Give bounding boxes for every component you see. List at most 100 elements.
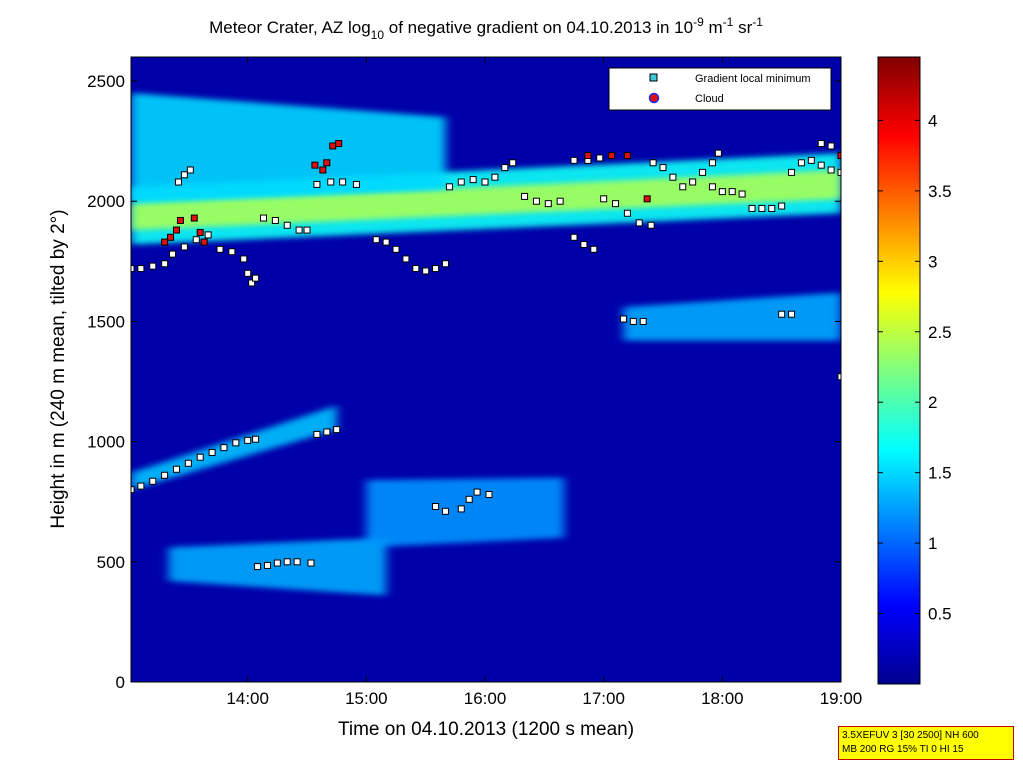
- gradient-min-marker: [748, 204, 756, 212]
- gradient-min-marker: [273, 559, 281, 567]
- gradient-min-marker: [827, 166, 835, 174]
- gradient-min-marker: [216, 245, 224, 253]
- title-subscript: 10: [371, 28, 385, 42]
- gradient-min-marker: [612, 200, 620, 208]
- gradient-min-marker: [432, 265, 440, 273]
- y-axis-label: Height in m (240 m mean, tilted by 2°): [48, 209, 69, 528]
- x-tick-label: 14:00: [226, 689, 269, 708]
- gradient-min-marker: [556, 197, 564, 205]
- gradient-min-marker: [699, 168, 707, 176]
- y-tick-label: 1000: [87, 433, 125, 452]
- gradient-min-marker: [570, 156, 578, 164]
- gradient-min-marker: [649, 159, 657, 167]
- gradient-min-marker: [240, 255, 248, 263]
- gradient-min-marker: [827, 142, 835, 150]
- gradient-min-marker: [161, 260, 169, 268]
- gradient-min-marker: [422, 267, 430, 275]
- gradient-min-marker: [768, 204, 776, 212]
- gradient-min-marker: [192, 236, 200, 244]
- heatmap-layer: [131, 93, 446, 202]
- colorbar: 0.5 1 1.5 2 2.5 3 3.5 4: [877, 56, 952, 685]
- gradient-min-marker: [481, 178, 489, 186]
- gradient-min-marker: [441, 260, 449, 268]
- gradient-min-marker: [441, 507, 449, 515]
- x-tick-label: 19:00: [820, 689, 863, 708]
- gradient-min-marker: [457, 178, 465, 186]
- gradient-min-marker: [817, 140, 825, 148]
- gradient-min-marker: [392, 245, 400, 253]
- legend-label-cloud: Cloud: [695, 93, 724, 105]
- gradient-min-marker: [149, 477, 157, 485]
- cloud-marker: [643, 195, 651, 203]
- gradient-min-marker: [283, 221, 291, 229]
- title-superscript: -1: [723, 15, 734, 29]
- x-tick-label: 18:00: [701, 689, 744, 708]
- gradient-min-marker: [778, 310, 786, 318]
- heatmap-layers: [131, 93, 841, 596]
- gradient-min-marker: [295, 226, 303, 234]
- gradient-min-marker: [509, 159, 517, 167]
- gradient-min-marker: [254, 563, 262, 571]
- gradient-min-marker: [248, 279, 256, 287]
- gradient-min-marker: [244, 436, 252, 444]
- colorbar-tick-label: 0.5: [928, 605, 952, 624]
- gradient-min-marker: [758, 204, 766, 212]
- colorbar-tick-label: 4: [928, 111, 937, 130]
- gradient-min-marker: [714, 149, 722, 157]
- gradient-min-marker: [590, 245, 598, 253]
- legend-label-gradient: Gradient local minimum: [695, 73, 811, 85]
- colorbar-tick-label: 2.5: [928, 323, 952, 342]
- gradient-min-marker: [473, 488, 481, 496]
- gradient-min-marker: [293, 558, 301, 566]
- gradient-min-marker: [352, 180, 360, 188]
- gradient-min-marker: [432, 503, 440, 511]
- gradient-min-marker: [204, 231, 212, 239]
- colorbar-ticks: 0.5 1 1.5 2 2.5 3 3.5 4: [878, 111, 952, 624]
- y-tick-label: 2000: [87, 192, 125, 211]
- y-axis: 0 500 1000 1500 2000 2500: [87, 72, 841, 692]
- gradient-min-marker: [465, 495, 473, 503]
- gradient-min-marker: [544, 200, 552, 208]
- legend-circle-marker: [648, 92, 660, 104]
- x-axis: 14:00 15:00 16:00 17:00 18:00 19:00: [226, 57, 862, 708]
- gradient-min-marker: [491, 173, 499, 181]
- gradient-min-marker: [263, 561, 271, 569]
- gradient-min-marker: [323, 428, 331, 436]
- cloud-marker: [167, 233, 175, 241]
- cloud-marker: [584, 152, 592, 160]
- cloud-marker: [161, 238, 169, 246]
- gradient-min-marker: [570, 233, 578, 241]
- gradient-min-marker: [137, 482, 145, 490]
- x-tick-label: 15:00: [345, 689, 388, 708]
- heatmap-layer: [131, 169, 841, 231]
- gradient-min-marker: [635, 219, 643, 227]
- gradient-min-marker: [728, 188, 736, 196]
- colorbar-tick-label: 2: [928, 393, 937, 412]
- title-part: m: [704, 18, 723, 37]
- gradient-min-marker: [228, 248, 236, 256]
- gradient-min-marker: [313, 430, 321, 438]
- gradient-min-marker: [659, 164, 667, 172]
- gradient-min-marker: [196, 453, 204, 461]
- x-tick-label: 16:00: [464, 689, 507, 708]
- gradient-min-marker: [485, 491, 493, 498]
- info-line-2: MB 200 RG 15% TI 0 HI 15: [842, 744, 964, 755]
- cloud-marker: [335, 140, 343, 148]
- colorbar-tick-label: 1: [928, 534, 937, 553]
- gradient-min-marker: [180, 243, 188, 251]
- cloud-marker: [608, 152, 616, 160]
- gradient-min-marker: [788, 168, 796, 176]
- colorbar-tick-label: 3.5: [928, 182, 952, 201]
- cloud-marker: [190, 214, 198, 222]
- info-line-1: 3.5XEFUV 3 [30 2500] NH 600: [842, 730, 979, 741]
- gradient-min-marker: [457, 505, 465, 513]
- gradient-min-marker: [244, 269, 252, 277]
- cloud-marker: [311, 161, 319, 169]
- gradient-min-marker: [778, 202, 786, 210]
- y-tick-label: 2500: [87, 72, 125, 91]
- gradient-min-marker: [600, 195, 608, 203]
- title-part: of negative gradient on 04.10.2013 in 10: [384, 18, 693, 37]
- gradient-min-marker: [807, 156, 815, 164]
- gradient-min-marker: [412, 265, 420, 273]
- gradient-min-marker: [149, 262, 157, 270]
